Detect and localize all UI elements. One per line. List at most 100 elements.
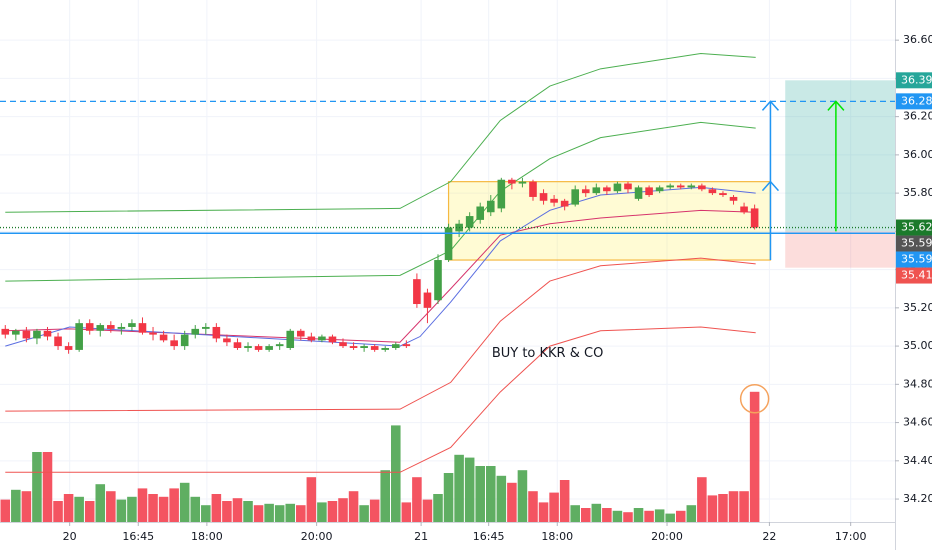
- volume-bar: [74, 496, 84, 522]
- candle-body: [465, 216, 474, 228]
- volume-bar: [158, 496, 169, 522]
- candle-body: [244, 346, 252, 348]
- volume-bar: [306, 477, 317, 522]
- candle-body: [687, 185, 696, 188]
- x-tick-label: 20:00: [301, 530, 333, 543]
- volume-bar: [749, 391, 760, 522]
- price-label-box: [896, 251, 932, 268]
- candle-body: [740, 206, 748, 213]
- volume-bar: [559, 480, 570, 522]
- y-tick-label: 36.00: [903, 148, 932, 161]
- candle-body: [666, 185, 674, 188]
- candle-body: [180, 334, 189, 347]
- volume-bar: [63, 494, 74, 522]
- volume-bar: [369, 499, 380, 522]
- candle-body: [191, 328, 200, 335]
- volume-bar: [179, 482, 190, 522]
- volume-bar: [602, 508, 612, 522]
- stop-zone: [785, 231, 895, 268]
- candle-body: [85, 323, 94, 331]
- volume-bar: [0, 499, 11, 522]
- candle-body: [486, 200, 495, 213]
- indicator-line: [5, 53, 756, 213]
- volume-bar: [190, 496, 201, 522]
- candle-body: [328, 336, 337, 343]
- candle-body: [1, 328, 10, 335]
- candle-body: [75, 323, 83, 350]
- y-tick-label: 34.40: [903, 454, 932, 467]
- volume-bar: [95, 484, 106, 522]
- volume-bar: [116, 499, 127, 522]
- volume-bar: [348, 491, 359, 522]
- y-tick-label: 36.20: [903, 110, 932, 123]
- candle-body: [296, 330, 305, 337]
- volume-bar: [464, 457, 475, 522]
- volume-bar: [21, 491, 32, 522]
- volume-bar: [84, 501, 95, 522]
- price-label: 35.41: [901, 269, 932, 282]
- candle-body: [43, 330, 52, 337]
- candle-body: [202, 326, 210, 329]
- candle-body: [370, 346, 379, 350]
- candle-body: [645, 187, 653, 196]
- volume-bar: [507, 482, 517, 522]
- candle-body: [434, 260, 442, 301]
- x-tick-label: 20: [63, 530, 77, 543]
- price-label: 36.28: [901, 94, 932, 107]
- volume-bar: [422, 499, 433, 522]
- candle-body: [254, 346, 263, 350]
- candle-body: [655, 187, 664, 192]
- volume-bar: [232, 498, 243, 522]
- price-label-box: [896, 72, 932, 89]
- candle-body: [22, 330, 31, 339]
- candle-body: [518, 181, 527, 184]
- candle-body: [96, 325, 105, 331]
- volume-bar: [253, 505, 264, 522]
- volume-bar: [391, 425, 401, 522]
- indicator-line: [5, 326, 756, 473]
- volume-bar: [443, 473, 454, 522]
- volume-bar: [148, 494, 158, 522]
- arrow-head: [761, 180, 780, 192]
- volume-bar: [296, 505, 306, 522]
- volume-bar: [243, 501, 253, 522]
- volume-bar: [137, 488, 148, 522]
- volume-bar: [42, 452, 53, 522]
- target-zone: [785, 80, 895, 232]
- volume-bar: [359, 505, 369, 522]
- price-label-box: [896, 235, 932, 252]
- volume-bar: [570, 505, 580, 522]
- candle-body: [624, 183, 632, 190]
- volume-highlight: [739, 384, 770, 414]
- volume-bar: [127, 496, 137, 522]
- volume-bar: [11, 489, 21, 522]
- volume-bar: [517, 470, 528, 522]
- candle-body: [539, 193, 548, 201]
- volume-bar: [222, 501, 232, 522]
- candle-body: [698, 185, 706, 190]
- price-label-box: [896, 219, 932, 236]
- y-tick-label: 35.80: [903, 186, 932, 199]
- volume-bar: [285, 503, 296, 522]
- candle-body: [444, 227, 453, 261]
- candle-body: [64, 346, 73, 350]
- volume-bar: [675, 510, 686, 522]
- candle-body: [581, 189, 590, 194]
- volume-bar: [412, 477, 422, 522]
- y-tick-label: 34.80: [903, 377, 932, 390]
- candle-body: [223, 338, 231, 343]
- candle-body: [138, 323, 147, 333]
- candle-body: [170, 340, 178, 347]
- y-tick-label: 34.60: [903, 416, 932, 429]
- candle-body: [360, 346, 368, 348]
- candle-body: [603, 187, 611, 192]
- volume-bar: [707, 495, 718, 522]
- volume-bar: [623, 512, 633, 522]
- volume-bar: [591, 503, 602, 522]
- volume-bar: [739, 491, 749, 522]
- candle-body: [402, 344, 411, 347]
- x-tick-label: 20:00: [651, 530, 683, 543]
- volume-bar: [317, 502, 327, 522]
- volume-bar: [211, 494, 222, 522]
- candle-body: [497, 179, 506, 209]
